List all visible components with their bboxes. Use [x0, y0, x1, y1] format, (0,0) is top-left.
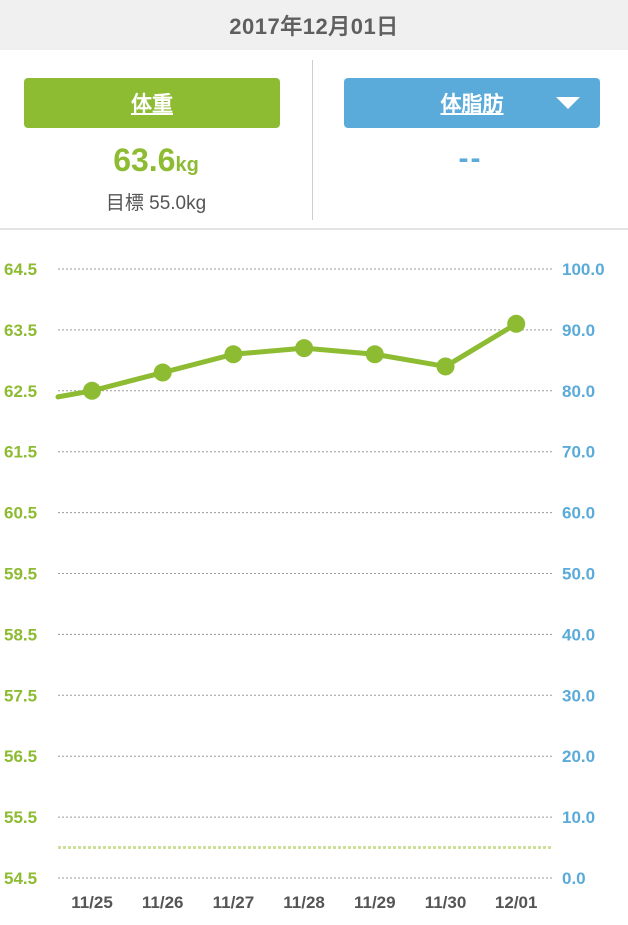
right-tick-label: 20.0 — [562, 747, 595, 766]
body-fat-button-label: 体脂肪 — [440, 93, 504, 116]
weight-point — [365, 345, 384, 364]
left-tick-label: 56.5 — [4, 747, 37, 766]
left-y-axis: 64.5 63.5 62.5 61.5 60.5 59.5 58.5 57.5 56.5 55.5… — [4, 260, 37, 888]
right-tick-label: 30.0 — [562, 686, 595, 705]
weight-number: 63.6 — [113, 142, 176, 178]
x-tick-label: 11/30 — [425, 893, 467, 912]
weight-button-label: 体重 — [131, 93, 173, 116]
weight-unit: kg — [175, 154, 199, 176]
target-value: 55.0kg — [149, 193, 207, 214]
left-tick-label: 64.5 — [4, 260, 37, 279]
left-tick-label: 62.5 — [4, 382, 37, 401]
header-separator — [0, 228, 628, 230]
left-tick-label: 59.5 — [4, 565, 37, 584]
weight-value: 63.6kg — [0, 142, 312, 179]
right-tick-label: 100.0 — [562, 260, 605, 279]
right-tick-label: 60.0 — [562, 504, 595, 523]
left-tick-label: 61.5 — [4, 443, 37, 462]
body-fat-button[interactable]: 体脂肪 — [344, 78, 600, 128]
left-tick-label: 60.5 — [4, 504, 37, 523]
weight-point — [436, 357, 455, 376]
grid-lines — [58, 268, 552, 879]
body-fat-value: -- — [458, 142, 483, 175]
x-tick-label: 11/25 — [71, 893, 113, 912]
weight-point — [224, 345, 243, 364]
x-tick-label: 12/01 — [495, 893, 538, 912]
weight-point — [153, 363, 172, 382]
right-tick-label: 80.0 — [562, 382, 595, 401]
weight-point — [295, 339, 314, 358]
x-tick-label: 11/26 — [142, 893, 184, 912]
right-y-axis: 100.0 90.0 80.0 70.0 60.0 50.0 40.0 30.0 20.0 10.… — [562, 260, 605, 888]
weight-series — [55, 314, 526, 400]
target-label: 目標 — [105, 193, 144, 214]
weight-line — [55, 321, 519, 400]
x-tick-label: 11/28 — [283, 893, 325, 912]
right-tick-label: 40.0 — [562, 625, 595, 644]
left-tick-label: 57.5 — [4, 686, 37, 705]
left-tick-label: 58.5 — [4, 625, 37, 644]
triangle-down-icon — [556, 97, 580, 109]
weight-chart: 64.5 63.5 62.5 61.5 60.5 59.5 58.5 57.5 56.5 55.5… — [4, 260, 605, 912]
panel-divider — [312, 60, 313, 220]
right-tick-label: 0.0 — [562, 869, 586, 888]
weight-panel: 体重 63.6kg 目標 55.0kg — [0, 50, 312, 228]
right-tick-label: 90.0 — [562, 321, 595, 340]
body-fat-panel: 体脂肪 -- — [313, 50, 628, 228]
weight-button[interactable]: 体重 — [24, 78, 280, 128]
left-tick-label: 63.5 — [4, 321, 37, 340]
right-tick-label: 70.0 — [562, 443, 595, 462]
x-tick-label: 11/29 — [354, 893, 396, 912]
right-tick-label: 10.0 — [562, 808, 595, 827]
target-weight: 目標 55.0kg — [0, 188, 312, 215]
date-header: 2017年12月01日 — [0, 0, 628, 50]
x-axis: 11/25 11/26 11/27 11/28 11/29 11/30 12/01 — [71, 893, 537, 912]
left-tick-label: 54.5 — [4, 869, 37, 888]
date-label: 2017年12月01日 — [229, 14, 399, 39]
x-tick-label: 11/27 — [213, 893, 255, 912]
left-tick-label: 55.5 — [4, 808, 37, 827]
weight-point — [83, 381, 101, 400]
right-tick-label: 50.0 — [562, 565, 595, 584]
weight-point — [507, 314, 526, 333]
